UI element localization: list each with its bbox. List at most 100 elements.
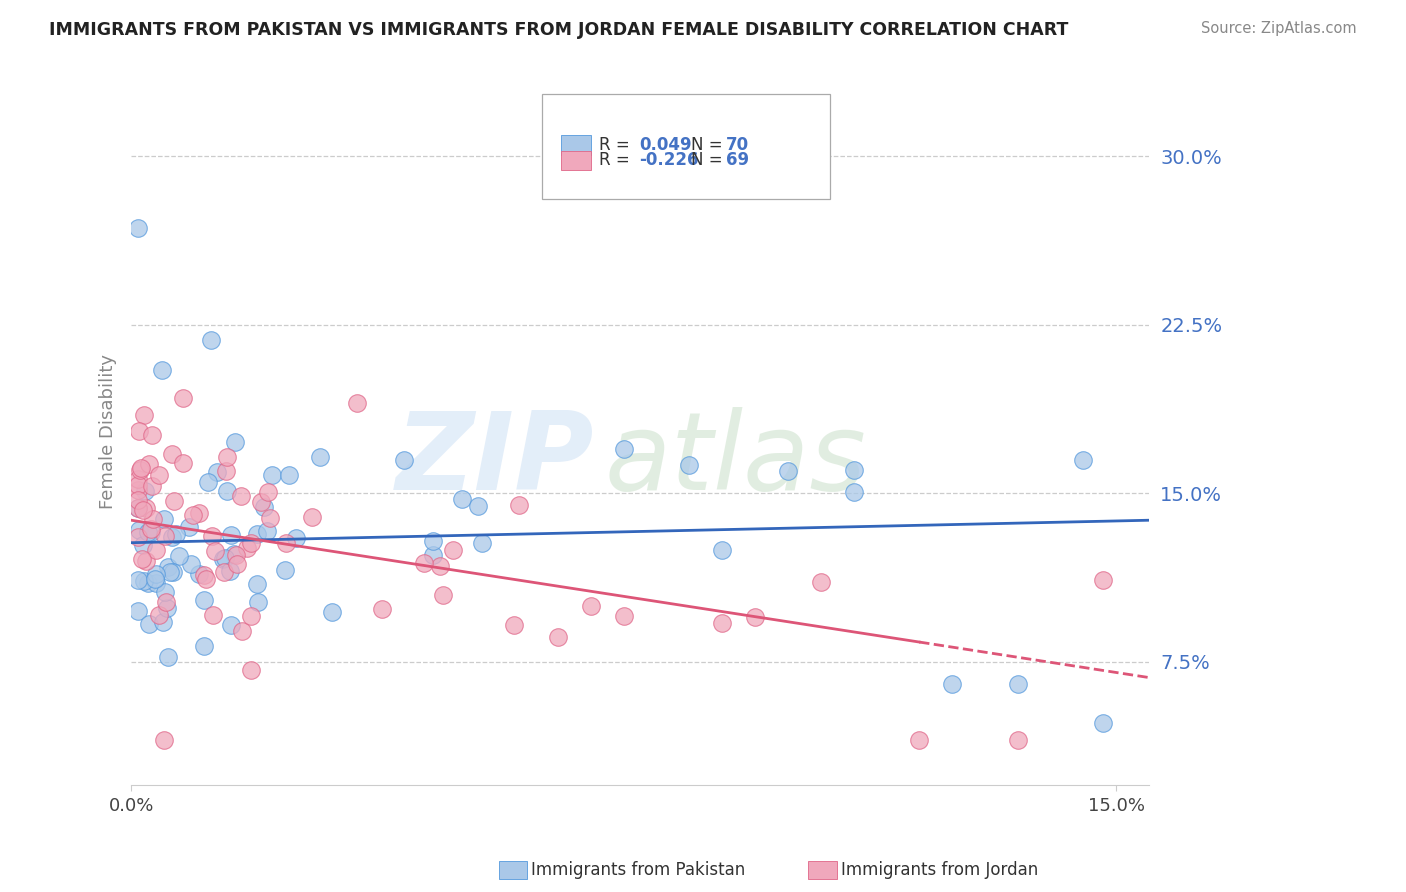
Point bbox=[194, 572, 217, 586]
Point bbox=[429, 558, 451, 573]
Point bbox=[138, 617, 160, 632]
Point bbox=[259, 511, 281, 525]
Point bbox=[274, 563, 297, 577]
Point bbox=[215, 450, 238, 464]
Point bbox=[141, 478, 163, 492]
Point bbox=[277, 468, 299, 483]
Point bbox=[221, 618, 243, 632]
Point bbox=[132, 502, 155, 516]
Point bbox=[842, 463, 865, 477]
Point bbox=[180, 558, 202, 572]
Point bbox=[231, 624, 253, 638]
Point bbox=[215, 464, 238, 478]
Text: ZIP: ZIP bbox=[396, 407, 595, 513]
Point bbox=[253, 500, 276, 514]
Point bbox=[370, 602, 392, 616]
Point bbox=[127, 500, 149, 515]
Point bbox=[711, 615, 734, 630]
Point bbox=[224, 434, 246, 449]
Point bbox=[215, 483, 238, 498]
Point bbox=[156, 601, 179, 615]
Point bbox=[132, 574, 155, 588]
Point bbox=[145, 566, 167, 581]
Point bbox=[131, 552, 153, 566]
Point bbox=[321, 605, 343, 619]
Point bbox=[155, 585, 177, 599]
Point bbox=[613, 609, 636, 624]
Point bbox=[246, 577, 269, 591]
Point bbox=[225, 548, 247, 562]
Text: N =: N = bbox=[690, 136, 728, 153]
Point bbox=[156, 560, 179, 574]
Point bbox=[239, 536, 262, 550]
Point bbox=[225, 558, 247, 572]
Point bbox=[181, 508, 204, 522]
Point bbox=[136, 524, 159, 539]
Point bbox=[246, 595, 269, 609]
Point bbox=[127, 500, 149, 515]
Text: -0.226: -0.226 bbox=[638, 152, 699, 169]
Text: R =: R = bbox=[599, 136, 636, 153]
Point bbox=[422, 549, 444, 563]
Point bbox=[246, 527, 269, 541]
Point bbox=[138, 457, 160, 471]
Point bbox=[301, 509, 323, 524]
Point bbox=[394, 453, 416, 467]
Point bbox=[201, 608, 224, 623]
Point bbox=[127, 478, 149, 492]
Text: IMMIGRANTS FROM PAKISTAN VS IMMIGRANTS FROM JORDAN FEMALE DISABILITY CORRELATION: IMMIGRANTS FROM PAKISTAN VS IMMIGRANTS F… bbox=[49, 21, 1069, 38]
Point bbox=[127, 483, 149, 497]
Point bbox=[127, 574, 149, 588]
Point bbox=[250, 495, 273, 509]
Point bbox=[197, 475, 219, 489]
Point bbox=[1073, 452, 1095, 467]
Point bbox=[212, 565, 235, 579]
Point bbox=[142, 512, 165, 526]
Point bbox=[143, 572, 166, 586]
Point bbox=[153, 529, 176, 543]
Point bbox=[1092, 573, 1115, 587]
Point bbox=[162, 566, 184, 580]
Point bbox=[156, 649, 179, 664]
Text: 0.049: 0.049 bbox=[638, 136, 692, 153]
Point bbox=[508, 498, 530, 512]
Point bbox=[212, 552, 235, 566]
Point bbox=[308, 450, 330, 465]
Point bbox=[547, 630, 569, 644]
Text: N =: N = bbox=[690, 152, 728, 169]
Point bbox=[172, 391, 194, 405]
Point bbox=[188, 506, 211, 520]
Point bbox=[132, 408, 155, 422]
Text: Source: ZipAtlas.com: Source: ZipAtlas.com bbox=[1201, 21, 1357, 36]
Point bbox=[204, 544, 226, 558]
Point bbox=[163, 493, 186, 508]
Text: Immigrants from Jordan: Immigrants from Jordan bbox=[841, 861, 1038, 879]
Point bbox=[711, 542, 734, 557]
Point bbox=[165, 527, 187, 541]
Point bbox=[128, 424, 150, 438]
Point bbox=[240, 664, 263, 678]
Point bbox=[467, 500, 489, 514]
Point bbox=[579, 599, 602, 614]
Point bbox=[132, 538, 155, 552]
Point bbox=[150, 362, 173, 376]
Point bbox=[201, 529, 224, 543]
Point bbox=[205, 465, 228, 479]
Point bbox=[135, 554, 157, 568]
Point bbox=[128, 523, 150, 537]
Point bbox=[193, 639, 215, 653]
Point bbox=[235, 541, 257, 555]
Point bbox=[257, 484, 280, 499]
Point bbox=[200, 334, 222, 348]
Point bbox=[776, 464, 799, 478]
Point bbox=[941, 677, 963, 691]
Point bbox=[148, 467, 170, 482]
Point bbox=[219, 527, 242, 541]
Point bbox=[127, 472, 149, 486]
Point bbox=[159, 565, 181, 579]
Point bbox=[134, 484, 156, 499]
Point bbox=[136, 576, 159, 591]
Point bbox=[219, 564, 242, 578]
Point bbox=[153, 512, 176, 526]
Point bbox=[152, 615, 174, 629]
